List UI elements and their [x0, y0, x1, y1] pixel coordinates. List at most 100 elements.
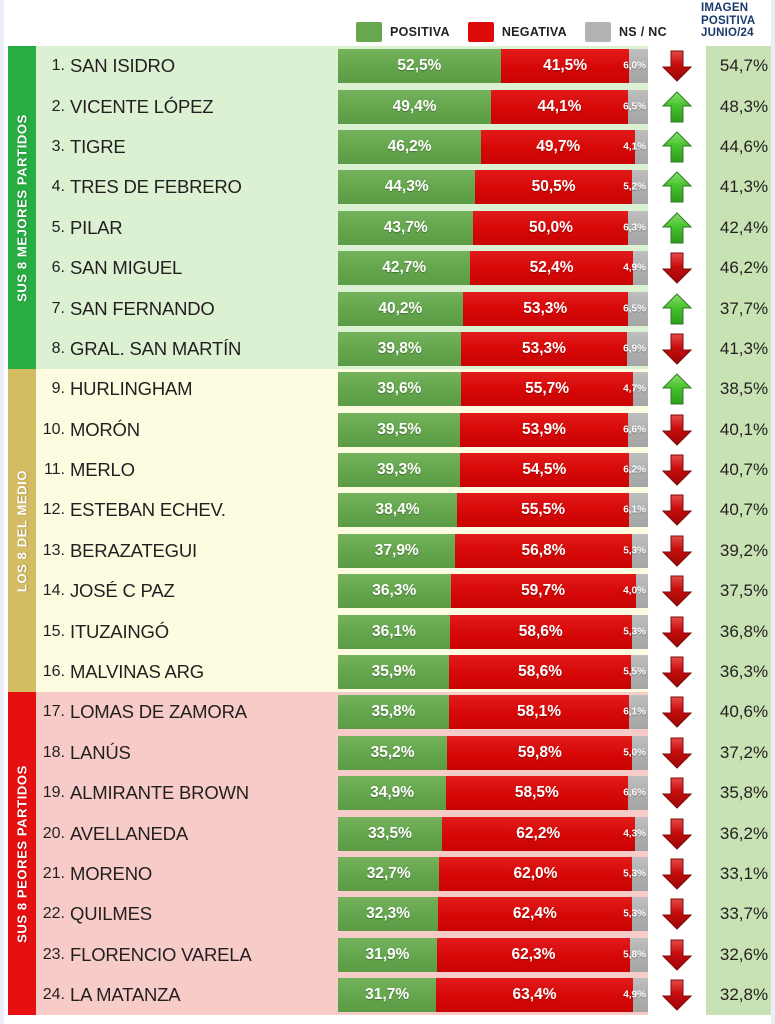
table-row[interactable]: 24. LA MATANZA 31,7% 63,4% 4,9% 32,8%: [36, 974, 771, 1016]
row-trend: [648, 853, 706, 895]
bar-label-positiva: 49,4%: [392, 97, 437, 115]
row-previous-value: 41,3%: [719, 338, 769, 358]
table-row[interactable]: 9. HURLINGHAM 39,6% 55,7% 4,7% 38,5%: [36, 369, 771, 410]
table-row[interactable]: 12. ESTEBAN ECHEV. 38,4% 55,5% 6,1% 40,7%: [36, 490, 771, 531]
row-previous-value: 44,6%: [719, 136, 769, 156]
trend-arrow-up-icon: [662, 90, 692, 123]
row-previous-value-cell: 33,1%: [706, 853, 771, 895]
row-previous-value: 48,3%: [719, 96, 769, 116]
trend-arrow-down-icon: [662, 858, 692, 890]
row-trend: [648, 934, 706, 975]
table-row[interactable]: 13. BERAZATEGUI 37,9% 56,8% 5,3% 39,2%: [36, 530, 771, 572]
bar-label-negativa: 50,0%: [528, 218, 573, 236]
table-row[interactable]: 10. MORÓN 39,5% 53,9% 6,6% 40,1%: [36, 409, 771, 450]
trend-arrow-down-icon: [662, 737, 692, 769]
table-row[interactable]: 1. SAN ISIDRO 52,5% 41,5% 6,0% 54,7%: [36, 46, 771, 87]
row-rank: 4.: [51, 178, 65, 196]
table-row[interactable]: 16. MALVINAS ARG 35,9% 58,6% 5,5% 36,3%: [36, 651, 771, 693]
row-previous-value: 41,3%: [719, 177, 769, 197]
row-previous-value: 54,7%: [719, 56, 769, 76]
table-row[interactable]: 18. LANÚS 35,2% 59,8% 5,0% 37,2%: [36, 732, 771, 774]
row-bar: 36,3% 59,7% 4,0%: [338, 574, 648, 609]
section-rows-mid: 9. HURLINGHAM 39,6% 55,7% 4,7% 38,5% 10. MORÓN 3…: [36, 369, 771, 693]
ranking-table: SUS 8 MEJORES PARTIDOS 1. SAN ISIDRO 52,5% 4…: [8, 46, 771, 1021]
trend-arrow-down-icon: [662, 818, 692, 850]
bar-segment-nsnc: 5,0%: [623, 735, 648, 770]
bar-segment-positiva: 39,5%: [338, 412, 461, 447]
bar-label-nsnc: 5,0%: [623, 747, 646, 759]
row-bar: 40,2% 53,3% 6,5%: [338, 291, 648, 326]
bar-label-nsnc: 6,0%: [623, 60, 646, 72]
bar-label-positiva: 34,9%: [370, 784, 415, 802]
row-previous-value: 46,2%: [719, 258, 769, 278]
table-row[interactable]: 11. MERLO 39,3% 54,5% 6,2% 40,7%: [36, 449, 771, 491]
table-row[interactable]: 8. GRAL. SAN MARTÍN 39,8% 53,3% 6,9% 41,3%: [36, 328, 771, 370]
bar-label-negativa: 58,6%: [518, 622, 563, 640]
bar-segment-positiva: 49,4%: [338, 89, 492, 124]
bar-segment-negativa: 50,0%: [473, 210, 629, 245]
row-bar: 35,2% 59,8% 5,0%: [338, 735, 648, 770]
bar-label-nsnc: 4,9%: [623, 989, 646, 1001]
table-row[interactable]: 2. VICENTE LÓPEZ 49,4% 44,1% 6,5% 48,3%: [36, 86, 771, 127]
trend-arrow-down-icon: [662, 616, 692, 648]
section-tab-label: SUS 8 PEORES PARTIDOS: [14, 764, 30, 943]
bar-label-negativa: 54,5%: [522, 461, 567, 479]
table-row[interactable]: 20. AVELLANEDA 33,5% 62,2% 4,3% 36,2%: [36, 813, 771, 854]
row-trend: [648, 449, 706, 491]
bar-segment-positiva: 35,9%: [338, 655, 450, 690]
row-previous-value-cell: 40,7%: [706, 449, 771, 491]
table-row[interactable]: 7. SAN FERNANDO 40,2% 53,3% 6,5% 37,7%: [36, 288, 771, 329]
bar-segment-positiva: 36,3%: [338, 574, 451, 609]
row-bar: 32,7% 62,0% 5,3%: [338, 857, 648, 891]
row-municipality: SAN FERNANDO: [70, 297, 215, 319]
row-bar: 44,3% 50,5% 5,2%: [338, 170, 648, 205]
bar-label-positiva: 43,7%: [383, 218, 428, 236]
row-previous-value: 37,5%: [719, 581, 769, 601]
table-row[interactable]: 22. QUILMES 32,3% 62,4% 5,3% 33,7%: [36, 894, 771, 935]
table-row[interactable]: 23. FLORENCIO VARELA 31,9% 62,3% 5,8% 32,6%: [36, 934, 771, 975]
bar-label-positiva: 46,2%: [387, 137, 432, 155]
table-row[interactable]: 17. LOMAS DE ZAMORA 35,8% 58,1% 6,1% 40,6%: [36, 692, 771, 733]
row-previous-value: 36,3%: [719, 662, 769, 682]
bar-label-nsnc: 4,7%: [623, 383, 646, 395]
row-previous-value-cell: 42,4%: [706, 207, 771, 248]
bar-segment-positiva: 44,3%: [338, 170, 476, 205]
table-row[interactable]: 19. ALMIRANTE BROWN 34,9% 58,5% 6,6% 35,8%: [36, 773, 771, 814]
table-row[interactable]: 4. TRES DE FEBRERO 44,3% 50,5% 5,2% 41,3%: [36, 167, 771, 208]
bar-segment-positiva: 32,3%: [338, 897, 439, 932]
trend-arrow-up-icon: [662, 292, 692, 325]
row-bar: 46,2% 49,7% 4,1%: [338, 129, 648, 164]
bar-segment-negativa: 58,6%: [449, 655, 631, 690]
table-row[interactable]: 3. TIGRE 46,2% 49,7% 4,1% 44,6%: [36, 126, 771, 168]
row-municipality: VICENTE LÓPEZ: [70, 95, 214, 117]
bar-label-negativa: 50,5%: [531, 178, 576, 196]
row-previous-value-cell: 48,3%: [706, 86, 771, 127]
row-previous-value-cell: 32,8%: [706, 974, 771, 1016]
bar-label-nsnc: 6,5%: [623, 303, 646, 315]
bar-segment-nsnc: 6,5%: [623, 89, 648, 124]
table-row[interactable]: 6. SAN MIGUEL 42,7% 52,4% 4,9% 46,2%: [36, 247, 771, 289]
row-previous-value-cell: 36,8%: [706, 611, 771, 652]
row-previous-value: 39,2%: [719, 540, 769, 560]
row-previous-value: 36,2%: [719, 823, 769, 843]
bar-segment-nsnc: 6,1%: [623, 493, 648, 528]
right-header-line2: POSITIVA: [701, 14, 756, 27]
bar-label-positiva: 36,1%: [371, 622, 416, 640]
table-row[interactable]: 15. ITUZAINGÓ 36,1% 58,6% 5,3% 36,8%: [36, 611, 771, 652]
bar-segment-negativa: 50,5%: [475, 170, 632, 205]
row-bar: 31,7% 63,4% 4,9%: [338, 978, 648, 1013]
bar-label-nsnc: 6,6%: [623, 787, 646, 799]
row-rank: 7.: [51, 299, 65, 317]
row-bar: 33,5% 62,2% 4,3%: [338, 816, 648, 851]
bar-segment-positiva: 40,2%: [338, 291, 463, 326]
bar-label-nsnc: 6,6%: [623, 424, 646, 436]
table-row[interactable]: 5. PILAR 43,7% 50,0% 6,3% 42,4%: [36, 207, 771, 248]
table-row[interactable]: 21. MORENO 32,7% 62,0% 5,3% 33,1%: [36, 853, 771, 895]
bar-label-positiva: 40,2%: [378, 299, 423, 317]
bar-segment-negativa: 49,7%: [481, 129, 636, 164]
row-previous-value-cell: 39,2%: [706, 530, 771, 572]
row-trend: [648, 86, 706, 127]
row-previous-value: 38,5%: [719, 379, 769, 399]
table-row[interactable]: 14. JOSÉ C PAZ 36,3% 59,7% 4,0% 37,5%: [36, 571, 771, 612]
